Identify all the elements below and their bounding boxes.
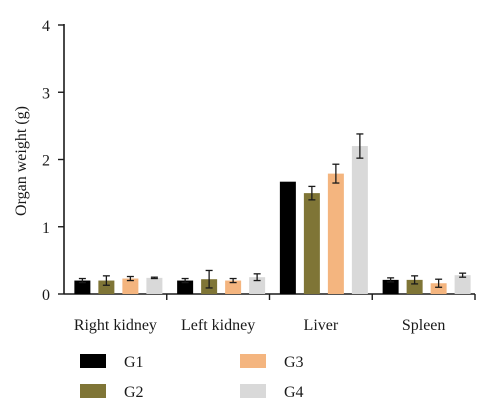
legend-swatch-g2: [80, 384, 106, 398]
y-tick-label: 0: [42, 287, 50, 304]
y-tick-label: 3: [42, 85, 50, 102]
bar-g3: [430, 283, 447, 294]
bar-g3: [225, 280, 242, 294]
bar-g4: [351, 146, 368, 294]
y-axis-label: Organ weight (g): [13, 106, 30, 216]
legend-swatch-g1: [80, 354, 106, 368]
x-category-label: Right kidney: [74, 317, 157, 334]
bar-g1: [382, 279, 399, 294]
bar-g4: [454, 275, 471, 294]
legend-label-g2: G2: [124, 384, 144, 401]
legend-label-g4: G4: [284, 384, 304, 401]
y-tick-label: 4: [42, 18, 50, 35]
x-category-label: Left kidney: [181, 317, 255, 334]
bar-g1: [177, 280, 194, 294]
y-tick-label: 2: [42, 153, 50, 170]
bar-g3: [122, 278, 139, 294]
legend-label-g1: G1: [124, 354, 144, 371]
x-category-label: Spleen: [402, 317, 446, 334]
bar-g1: [74, 280, 91, 294]
bar-g4: [146, 277, 163, 294]
x-category-label: Liver: [304, 317, 339, 334]
legend: G1 G2 G3 G4: [80, 354, 304, 401]
bar-g1: [279, 181, 296, 294]
bar-g2: [98, 280, 115, 294]
bar-g3: [327, 173, 344, 294]
legend-swatch-g4: [240, 384, 266, 398]
axes: 0 1 2 3 4 Right kidney Left kidney Liver Spleen: [42, 18, 476, 334]
legend-label-g3: G3: [284, 354, 304, 371]
y-tick-label: 1: [42, 220, 50, 237]
bar-g2: [406, 279, 423, 294]
bars: [74, 133, 471, 294]
legend-swatch-g3: [240, 354, 266, 368]
bar-g4: [249, 277, 266, 294]
bar-g2: [303, 193, 320, 294]
